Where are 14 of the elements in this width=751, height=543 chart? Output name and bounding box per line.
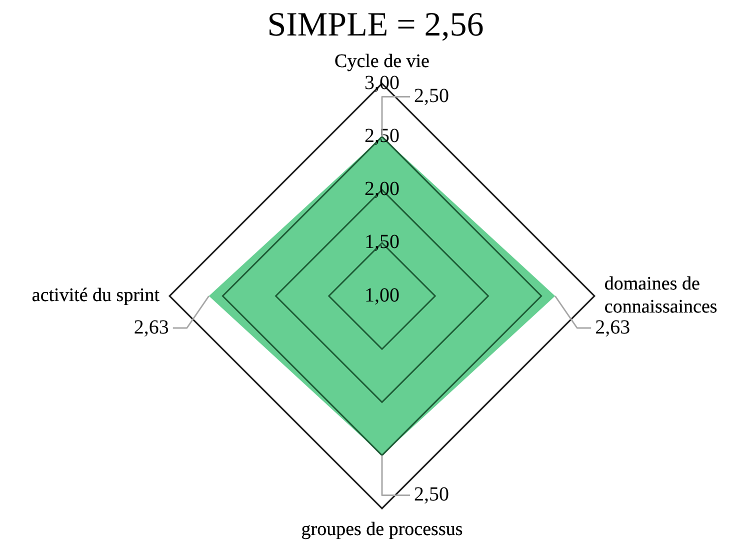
data-label: 2,63 xyxy=(595,316,630,338)
y-tick-label: 1,50 xyxy=(364,231,400,254)
spoke-label: activité du sprint xyxy=(32,284,160,306)
spoke-label: domaines de connaissainces xyxy=(604,274,718,318)
spoke-label: groupes de processus xyxy=(301,518,463,540)
y-tick-label: 1,00 xyxy=(364,284,400,306)
data-label: 2,50 xyxy=(414,484,449,506)
y-tick-label: 2,00 xyxy=(364,178,400,200)
y-tick-label: 3,00 xyxy=(364,72,400,94)
y-tick-label: 2,50 xyxy=(364,124,400,147)
data-label: 2,50 xyxy=(414,84,449,107)
data-label: 2,63 xyxy=(134,316,169,338)
spoke-label: Cycle de vie xyxy=(334,51,430,72)
chart-title: SIMPLE = 2,56 xyxy=(267,6,484,44)
